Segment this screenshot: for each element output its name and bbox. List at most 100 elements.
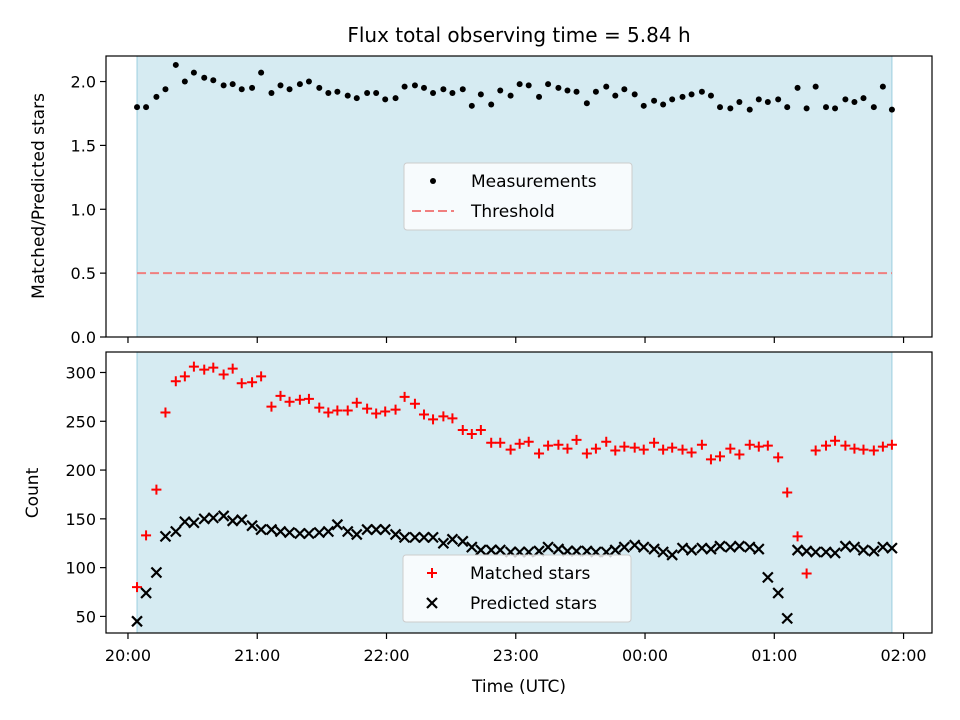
y-tick-label: 250 bbox=[65, 412, 96, 431]
matched-stars-point bbox=[686, 447, 697, 458]
measurement-point bbox=[344, 92, 351, 99]
matched-stars-point bbox=[658, 444, 669, 455]
predicted-stars-point bbox=[350, 528, 363, 541]
measurement-point bbox=[430, 90, 437, 97]
matched-stars-point bbox=[744, 439, 755, 450]
y-tick-label: 200 bbox=[65, 461, 96, 480]
measurement-point bbox=[775, 96, 782, 103]
matched-stars-point bbox=[821, 440, 832, 451]
measurement-point bbox=[258, 69, 265, 76]
y-tick-label: 1.5 bbox=[71, 136, 96, 155]
predicted-stars-point bbox=[494, 544, 507, 556]
y-tick-label: 300 bbox=[65, 363, 96, 382]
measurement-point bbox=[411, 82, 418, 89]
measurement-point bbox=[334, 88, 341, 95]
matched-stars-point bbox=[342, 405, 353, 416]
matched-stars-point bbox=[428, 414, 439, 425]
measurement-point bbox=[603, 83, 610, 90]
predicted-stars-point bbox=[609, 544, 622, 556]
measurement-point bbox=[621, 86, 628, 93]
predicted-stars-point bbox=[446, 533, 459, 546]
predicted-stars-point bbox=[733, 540, 746, 552]
ratio-panel: 0.0 0.5 1.0 1.5 2.0 Measurements Threshold bbox=[71, 55, 933, 347]
legend-marker-x bbox=[426, 597, 438, 609]
y-tick-label: 2.0 bbox=[71, 73, 96, 92]
y-tick-label: 1.0 bbox=[71, 200, 96, 219]
matched-stars-point bbox=[801, 568, 812, 579]
measurement-point bbox=[286, 86, 293, 93]
matched-stars-point bbox=[284, 396, 295, 407]
measurement-point bbox=[851, 98, 858, 105]
measurement-point bbox=[305, 78, 312, 85]
matched-stars-point bbox=[840, 440, 851, 451]
matched-stars-point bbox=[610, 445, 621, 456]
predicted-stars-point bbox=[341, 525, 354, 538]
matched-stars-point bbox=[351, 397, 362, 408]
measurement-point bbox=[698, 88, 705, 95]
plot-area bbox=[134, 61, 895, 275]
predicted-stars-point bbox=[389, 528, 402, 541]
matched-stars-point bbox=[649, 437, 660, 448]
predicted-stars-point bbox=[676, 542, 689, 554]
y-tick-label: 0.0 bbox=[71, 328, 96, 347]
predicted-stars-point bbox=[265, 523, 278, 536]
measurement-point bbox=[736, 98, 743, 105]
predicted-stars-point bbox=[255, 523, 267, 536]
predicted-stars-point bbox=[648, 543, 660, 555]
measurement-point bbox=[440, 86, 447, 93]
measurement-point bbox=[277, 82, 284, 89]
measurement-point bbox=[153, 93, 160, 100]
matched-stars-point bbox=[696, 439, 707, 450]
measurement-point bbox=[525, 82, 532, 89]
predicted-stars-point bbox=[848, 541, 861, 553]
predicted-stars-point bbox=[839, 540, 852, 552]
measurement-point bbox=[268, 90, 275, 97]
matched-stars-point bbox=[486, 437, 497, 448]
measurement-point bbox=[449, 90, 456, 97]
measurement-point bbox=[888, 106, 895, 113]
matched-stars-point bbox=[236, 378, 247, 389]
measurement-point bbox=[316, 84, 323, 91]
measurement-point bbox=[545, 81, 552, 88]
matched-stars-point bbox=[792, 531, 803, 542]
measurement-point bbox=[860, 95, 867, 102]
predicted-stars-point bbox=[235, 514, 248, 526]
matched-stars-point bbox=[590, 443, 601, 454]
predicted-stars-point bbox=[886, 542, 898, 554]
predicted-stars-point bbox=[666, 549, 678, 561]
predicted-stars-point bbox=[409, 531, 421, 544]
matched-stars-point bbox=[849, 443, 860, 454]
measurement-point bbox=[181, 78, 188, 85]
measurement-point bbox=[832, 105, 839, 112]
measurement-point bbox=[660, 101, 667, 108]
measurement-point bbox=[296, 81, 303, 88]
matched-stars-point bbox=[303, 393, 314, 404]
measurement-point bbox=[583, 100, 590, 107]
measurement-point bbox=[651, 97, 658, 104]
predicted-stars-point bbox=[561, 545, 574, 557]
matched-stars-point bbox=[858, 444, 869, 455]
measurement-point bbox=[210, 77, 217, 84]
measurement-point bbox=[707, 92, 714, 99]
measurement-point bbox=[679, 93, 686, 100]
predicted-stars-point bbox=[331, 518, 344, 531]
predicted-stars-point bbox=[475, 544, 487, 556]
predicted-stars-point bbox=[456, 535, 469, 548]
x-tick-label: 21:00 bbox=[234, 646, 280, 665]
measurement-point bbox=[373, 90, 380, 97]
matched-stars-point bbox=[886, 439, 897, 450]
matched-stars-point bbox=[773, 452, 784, 463]
legend: Measurements Threshold bbox=[403, 162, 633, 231]
predicted-stars-point bbox=[140, 587, 152, 599]
matched-stars-point bbox=[218, 369, 229, 380]
measurement-point bbox=[823, 104, 830, 111]
predicted-stars-point bbox=[370, 523, 382, 536]
matched-stars-point bbox=[399, 391, 410, 402]
predicted-stars-point bbox=[217, 510, 230, 522]
measurement-point bbox=[353, 95, 360, 102]
x-axis-label: Time (UTC) bbox=[471, 677, 566, 697]
predicted-stars-point bbox=[188, 516, 200, 529]
x-tick-label: 00:00 bbox=[622, 646, 668, 665]
matched-stars-point bbox=[562, 443, 573, 454]
predicted-stars-point bbox=[820, 546, 832, 558]
